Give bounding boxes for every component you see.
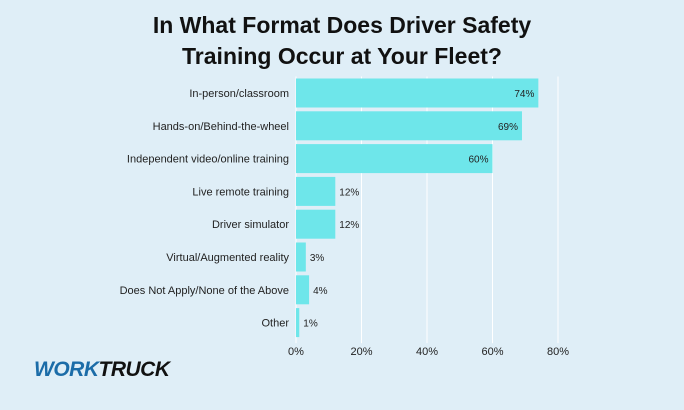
bar <box>296 78 539 108</box>
bar <box>296 176 336 206</box>
data-label: 12% <box>339 220 359 231</box>
chart-title: In What Format Does Driver Safety Traini… <box>0 10 684 72</box>
chart-title-line-1: In What Format Does Driver Safety <box>152 12 532 38</box>
data-label: 1% <box>303 319 318 330</box>
data-label: 69% <box>498 122 518 133</box>
bar <box>296 275 310 305</box>
logo-text-work: WORK <box>34 358 99 381</box>
category-label: Driver simulator <box>212 219 289 231</box>
bar <box>296 308 300 338</box>
bar <box>296 242 306 272</box>
x-tick-label: 40% <box>416 346 438 358</box>
data-label: 74% <box>514 89 534 100</box>
category-label: Other <box>261 318 289 330</box>
category-label: Hands-on/Behind-the-wheel <box>153 121 289 133</box>
data-label: 12% <box>339 187 359 198</box>
bar <box>296 144 493 174</box>
x-tick-label: 60% <box>481 346 503 358</box>
data-label: 4% <box>313 286 328 297</box>
category-label: Live remote training <box>192 186 289 198</box>
chart-title-line-2: Training Occur at Your Fleet? <box>182 43 502 69</box>
worktruck-logo: WORKTRUCK <box>34 358 170 382</box>
category-label: In-person/classroom <box>189 88 289 100</box>
category-label: Independent video/online training <box>127 154 289 166</box>
logo-text-truck: TRUCK <box>98 358 171 381</box>
x-tick-label: 20% <box>350 346 372 358</box>
category-label: Does Not Apply/None of the Above <box>120 285 289 297</box>
data-label: 60% <box>468 155 488 166</box>
x-tick-label: 80% <box>547 346 569 358</box>
x-tick-label: 0% <box>288 346 304 358</box>
category-label: Virtual/Augmented reality <box>166 252 289 264</box>
bar <box>296 209 336 239</box>
data-label: 3% <box>310 253 325 264</box>
bar <box>296 111 522 141</box>
